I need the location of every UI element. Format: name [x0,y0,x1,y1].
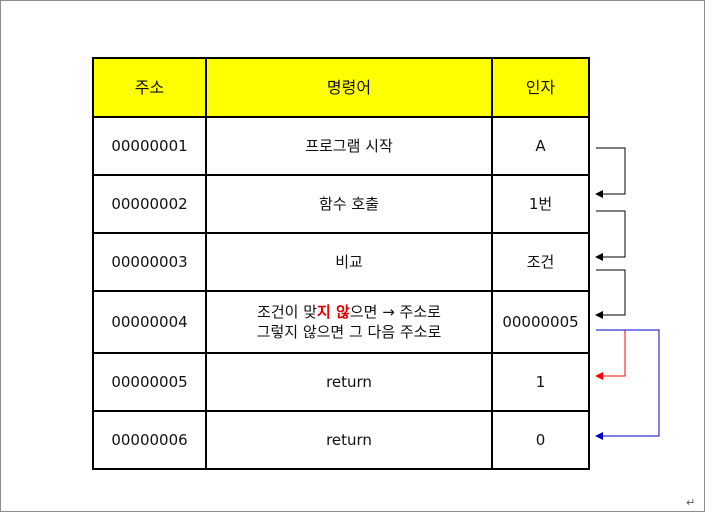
address-cell: 00000006 [92,410,207,470]
address-cell: 00000004 [92,290,207,354]
header-address: 주소 [92,57,207,118]
argument-cell: A [491,116,590,176]
paragraph-mark-icon: ↵ [686,496,696,509]
instruction-cell: 조건이 맞지 않으면 → 주소로 그렇지 않으면 그 다음 주소로 [205,290,493,354]
instruction-table: 주소 명령어 인자 00000001 프로그램 시작 A 00000002 함수… [92,57,590,470]
flow-arrow-1-to-2 [595,147,626,198]
argument-cell: 0 [491,410,590,470]
instruction-emphasis: 지 않 [317,302,350,321]
instruction-line-2: 그렇지 않으면 그 다음 주소로 [256,323,442,341]
argument-cell: 1번 [491,174,590,234]
table-row: 00000005 return 1 [92,352,590,412]
table-header-row: 주소 명령어 인자 [92,57,590,118]
address-cell: 00000005 [92,352,207,412]
instruction-cell: return [205,352,493,412]
instruction-cell: return [205,410,493,470]
table-row: 00000004 조건이 맞지 않으면 → 주소로 그렇지 않으면 그 다음 주… [92,290,590,354]
instruction-line-1-pre: 조건이 맞 [257,302,318,321]
flow-arrow-3-to-4 [595,269,626,319]
argument-cell: 1 [491,352,590,412]
table-row: 00000003 비교 조건 [92,232,590,292]
table-row: 00000002 함수 호출 1번 [92,174,590,234]
header-instruction: 명령어 [205,57,493,118]
branch-arrow-to-5 [595,329,626,380]
flow-arrow-2-to-3 [595,210,626,261]
instruction-cell: 함수 호출 [205,174,493,234]
instruction-cell: 비교 [205,232,493,292]
table-row: 00000006 return 0 [92,410,590,470]
address-cell: 00000001 [92,116,207,176]
instruction-line-1-post: 으면 → 주소로 [349,302,441,321]
instruction-cell: 프로그램 시작 [205,116,493,176]
argument-cell: 00000005 [491,290,590,354]
address-cell: 00000003 [92,232,207,292]
instruction-line-1: 조건이 맞지 않으면 → 주소로 [207,302,491,322]
header-argument: 인자 [491,57,590,118]
branch-arrow-to-6 [595,329,660,440]
argument-cell: 조건 [491,232,590,292]
address-cell: 00000002 [92,174,207,234]
table-row: 00000001 프로그램 시작 A [92,116,590,176]
